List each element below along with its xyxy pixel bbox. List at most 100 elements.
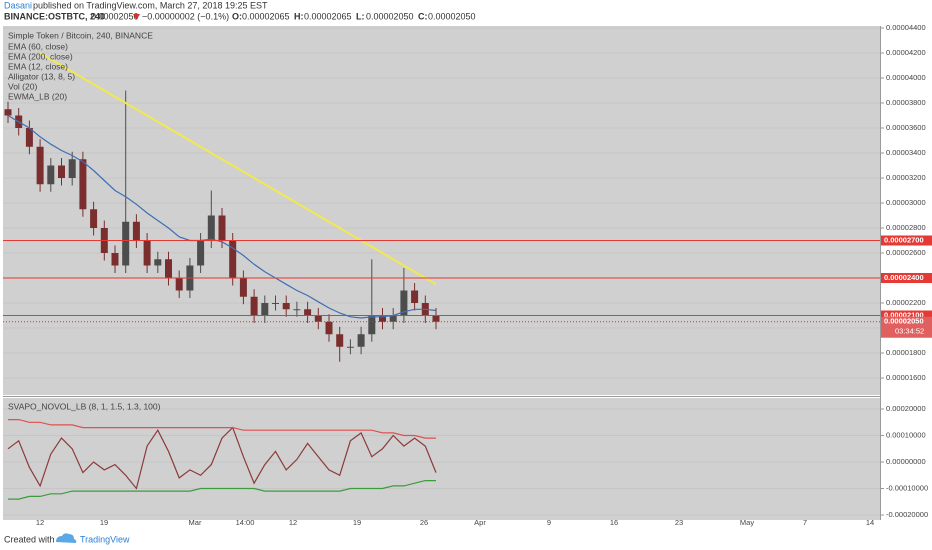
candle-body [346,346,354,348]
ohlc-value: 0.00002050 [428,11,476,21]
candle-body [239,278,247,297]
candle-body [132,221,140,241]
candle-body [175,278,183,291]
price-line-tag [881,310,932,321]
candle-body [90,209,98,228]
legend-entry: EMA (200, close) [8,51,73,61]
y-tick-label: 0.00003200 [886,173,926,182]
candle-body [4,109,12,116]
legend-entry: Alligator (13, 8, 5) [8,71,75,81]
y-tick-label: 0.00000000 [886,457,926,466]
candle-body [357,334,365,347]
x-tick-label: 19 [100,518,108,527]
candle-body [68,159,76,178]
x-tick-label: 26 [420,518,428,527]
y-tick-label: 0.00001600 [886,373,926,382]
x-tick-label: 23 [675,518,683,527]
brand[interactable]: TradingView [80,534,130,544]
candle-body [229,240,237,278]
ohlc-key: O: [232,11,242,21]
candle-body [411,290,419,303]
candle-body [122,221,130,266]
candle-body [143,240,151,266]
symbol: BINANCE:OSTBTC, 240 [4,11,105,21]
author[interactable]: Dasani [4,0,32,10]
price-line-label: 0.00002100 [884,310,924,319]
published: published on TradingView.com, March 27, … [33,0,268,10]
x-tick-label: 14 [866,518,874,527]
x-tick-label: 9 [547,518,551,527]
price: 0.00002050 [91,11,139,21]
y-tick-label: 0.00003800 [886,98,926,107]
candle-body [58,165,65,178]
y-tick-label: 0.00020000 [886,404,926,413]
candle-body [336,334,344,347]
created-with: Created with [4,534,55,544]
y-tick-label: 0.00003400 [886,148,926,157]
x-tick-label: 7 [803,518,807,527]
indicator-line [7,114,437,319]
x-tick-label: 14:00 [236,518,255,527]
y-tick-label: -0.00010000 [886,483,928,492]
candle-body [165,259,172,278]
ohlc-value: 0.00002065 [242,11,290,21]
candle-body [261,303,269,316]
candle-body [282,303,290,310]
x-tick-label: 12 [289,518,297,527]
legend-entry: EMA (12, close) [8,61,68,71]
candle-body [197,240,205,266]
x-tick-label: Apr [474,518,486,527]
last-price-label: 0.00002050 [884,317,924,326]
price-line-label: 0.00002700 [884,235,924,244]
main-pane [3,26,880,395]
ohlc-key: L: [356,11,365,21]
down-arrow [133,14,140,20]
ohlc-key: C: [418,11,428,21]
y-tick-label: 0.00010000 [886,430,926,439]
candle-body [25,128,33,147]
y-tick-label: 0.00004400 [886,23,926,32]
candle-body [47,165,55,185]
x-tick-label: Mar [189,518,202,527]
y-tick-label: 0.00002600 [886,248,926,257]
candle-body [379,315,386,322]
y-tick-label: 0.00002800 [886,223,926,232]
candle-body [154,259,162,266]
x-tick-label: 16 [610,518,618,527]
candle-body [36,146,44,185]
y-tick-label: 0.00001800 [886,348,926,357]
y-tick-label: -0.00020000 [886,510,928,519]
y-tick-label: 0.00003000 [886,198,926,207]
candle-body [304,309,312,316]
ohlc-value: 0.00002050 [366,11,414,21]
y-tick-label: 0.00004200 [886,48,926,57]
candle-body [272,303,279,304]
candle-body [218,215,226,241]
candle-body [368,315,376,335]
y-tick-label: 0.00004000 [886,73,926,82]
candle-body [250,296,258,316]
legend-entry: EMA (60, close) [8,41,68,51]
oscillator-line [7,426,437,490]
oscillator-title: SVAPO_NOVOL_LB (8, 1, 1.5, 1.3, 100) [8,401,161,411]
countdown: 03:34:52 [895,327,924,336]
candle-body [314,315,322,322]
price-line-label: 0.00002400 [884,273,924,282]
candle-body [207,215,215,241]
candle-body [325,321,333,335]
oscillator-line [8,419,436,439]
oscillator-pane [3,398,880,520]
x-tick-label: 12 [36,518,44,527]
change: −0.00000002 (−0.1%) [142,11,229,21]
indicator-line [39,52,437,286]
ohlc-key: H: [294,11,304,21]
price-line-tag [881,235,932,246]
x-tick-label: 19 [353,518,361,527]
y-tick-label: 0.00003600 [886,123,926,132]
x-tick-label: May [740,518,754,527]
candle-body [400,290,408,316]
candle-body [389,315,397,322]
candle-body [111,253,119,266]
chart-title: Simple Token / Bitcoin, 240, BINANCE [8,30,153,40]
